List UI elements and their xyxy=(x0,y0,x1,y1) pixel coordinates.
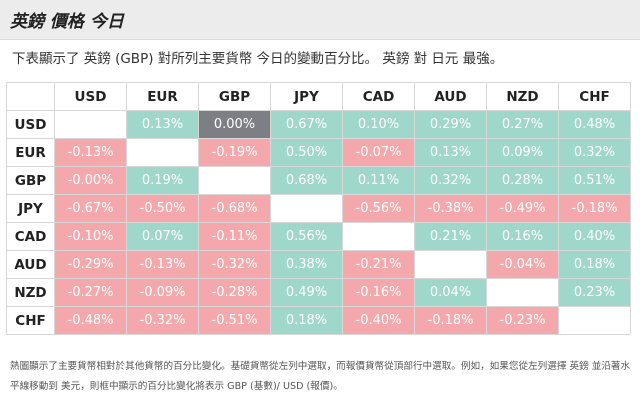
heatmap-cell[interactable]: 0.32% xyxy=(558,138,631,167)
heatmap-cell[interactable]: 0.00% xyxy=(198,110,271,139)
heatmap-cell[interactable]: -0.04% xyxy=(486,250,559,279)
heatmap-cell[interactable]: -0.16% xyxy=(342,278,415,307)
column-header-nzd: NZD xyxy=(486,82,559,111)
table-row: EUR -0.13% -0.19% 0.50% -0.07% 0.13% 0.09% 0.32… xyxy=(6,138,631,167)
column-header-gbp: GBP xyxy=(198,82,271,111)
heatmap-cell[interactable]: -0.29% xyxy=(54,250,127,279)
table-row: NZD -0.27% -0.09% -0.28% 0.49% -0.16% 0.04% 0.2… xyxy=(6,278,631,307)
heatmap-cell[interactable]: -0.50% xyxy=(126,194,199,223)
heatmap-cell[interactable]: -0.13% xyxy=(126,250,199,279)
heatmap-cell[interactable]: 0.28% xyxy=(486,166,559,195)
heatmap-cell[interactable]: -0.07% xyxy=(342,138,415,167)
heatmap-cell[interactable]: 0.40% xyxy=(558,222,631,251)
heatmap-cell xyxy=(270,194,343,223)
row-header-jpy: JPY xyxy=(6,194,55,223)
column-header-jpy: JPY xyxy=(270,82,343,111)
heatmap-cell[interactable]: -0.32% xyxy=(198,250,271,279)
heatmap-cell[interactable]: -0.18% xyxy=(558,194,631,223)
heatmap-cell[interactable]: 0.04% xyxy=(414,278,487,307)
heatmap-cell xyxy=(342,222,415,251)
heatmap-cell[interactable]: -0.10% xyxy=(54,222,127,251)
row-header-usd: USD xyxy=(6,110,55,139)
heatmap-cell[interactable]: 0.29% xyxy=(414,110,487,139)
heatmap-cell[interactable]: -0.67% xyxy=(54,194,127,223)
heatmap-cell xyxy=(54,110,127,139)
heatmap-cell[interactable]: 0.56% xyxy=(270,222,343,251)
heatmap-cell xyxy=(486,278,559,307)
heatmap-cell[interactable]: -0.23% xyxy=(486,306,559,335)
heatmap-cell[interactable]: 0.27% xyxy=(486,110,559,139)
heatmap-cell[interactable]: -0.40% xyxy=(342,306,415,335)
table-row: USD 0.13% 0.00% 0.67% 0.10% 0.29% 0.27% 0.48% xyxy=(6,110,631,139)
heatmap-cell[interactable]: -0.27% xyxy=(54,278,127,307)
table-row: CAD -0.10% 0.07% -0.11% 0.56% 0.21% 0.16% 0.40% xyxy=(6,222,631,251)
table-row: GBP -0.00% 0.19% 0.68% 0.11% 0.32% 0.28% 0.51% xyxy=(6,166,631,195)
heatmap-cell[interactable]: 0.10% xyxy=(342,110,415,139)
heatmap-cell[interactable]: 0.51% xyxy=(558,166,631,195)
heatmap-cell[interactable]: 0.21% xyxy=(414,222,487,251)
heatmap-cell[interactable]: -0.56% xyxy=(342,194,415,223)
heatmap-cell[interactable]: 0.16% xyxy=(486,222,559,251)
row-header-eur: EUR xyxy=(6,138,55,167)
table-row: AUD -0.29% -0.13% -0.32% 0.38% -0.21% -0.04% 0.… xyxy=(6,250,631,279)
heatmap-cell[interactable]: 0.50% xyxy=(270,138,343,167)
column-header-aud: AUD xyxy=(414,82,487,111)
heatmap-cell[interactable]: -0.68% xyxy=(198,194,271,223)
heatmap-cell xyxy=(198,166,271,195)
heatmap-cell[interactable]: -0.32% xyxy=(126,306,199,335)
heatmap-cell[interactable]: 0.18% xyxy=(558,250,631,279)
heatmap-cell[interactable]: -0.18% xyxy=(414,306,487,335)
heatmap-cell[interactable]: -0.19% xyxy=(198,138,271,167)
heatmap-cell[interactable]: 0.23% xyxy=(558,278,631,307)
heatmap-cell[interactable]: -0.21% xyxy=(342,250,415,279)
heatmap-cell[interactable]: -0.49% xyxy=(486,194,559,223)
heatmap-cell[interactable]: -0.13% xyxy=(54,138,127,167)
widget-title: 英鎊 價格 今日 xyxy=(10,12,124,32)
heatmap-cell[interactable]: 0.11% xyxy=(342,166,415,195)
heatmap-cell[interactable]: 0.13% xyxy=(414,138,487,167)
heatmap-cell xyxy=(126,138,199,167)
header-row: USD EUR GBP JPY CAD AUD NZD CHF xyxy=(6,82,631,111)
column-header-chf: CHF xyxy=(558,82,631,111)
heatmap-cell[interactable]: 0.18% xyxy=(270,306,343,335)
heatmap-cell[interactable]: -0.11% xyxy=(198,222,271,251)
heatmap-cell xyxy=(558,306,631,335)
heatmap-cell[interactable]: -0.48% xyxy=(54,306,127,335)
footnote: 熱圖顯示了主要貨幣相對於其他貨幣的百分比變化。基礎貨幣從左列中選取，而報價貨幣從… xyxy=(10,361,631,392)
column-header-eur: EUR xyxy=(126,82,199,111)
heatmap-cell[interactable]: -0.38% xyxy=(414,194,487,223)
widget-subtitle: 下表顯示了 英鎊 (GBP) 對所列主要貨幣 今日的變動百分比。 英鎊 對 日元… xyxy=(12,51,504,67)
heatmap-cell xyxy=(414,250,487,279)
heatmap-cell[interactable]: -0.00% xyxy=(54,166,127,195)
corner-cell xyxy=(6,82,55,111)
heatmap-cell[interactable]: 0.07% xyxy=(126,222,199,251)
heatmap-cell[interactable]: 0.48% xyxy=(558,110,631,139)
heatmap-cell[interactable]: 0.68% xyxy=(270,166,343,195)
heatmap-body: USD 0.13% 0.00% 0.67% 0.10% 0.29% 0.27% 0.48% EU… xyxy=(6,110,631,335)
heatmap-cell[interactable]: -0.09% xyxy=(126,278,199,307)
row-header-chf: CHF xyxy=(6,306,55,335)
table-row: JPY -0.67% -0.50% -0.68% -0.56% -0.38% -0.49% -… xyxy=(6,194,631,223)
heatmap-cell[interactable]: -0.28% xyxy=(198,278,271,307)
heatmap-cell[interactable]: 0.32% xyxy=(414,166,487,195)
column-header-usd: USD xyxy=(54,82,127,111)
row-header-nzd: NZD xyxy=(6,278,55,307)
heatmap-cell[interactable]: 0.38% xyxy=(270,250,343,279)
row-header-gbp: GBP xyxy=(6,166,55,195)
heatmap-cell[interactable]: 0.13% xyxy=(126,110,199,139)
heatmap-cell[interactable]: 0.67% xyxy=(270,110,343,139)
row-header-cad: CAD xyxy=(6,222,55,251)
heatmap-cell[interactable]: 0.49% xyxy=(270,278,343,307)
row-header-aud: AUD xyxy=(6,250,55,279)
heatmap-cell[interactable]: 0.19% xyxy=(126,166,199,195)
column-header-cad: CAD xyxy=(342,82,415,111)
heatmap-cell[interactable]: 0.09% xyxy=(486,138,559,167)
currency-heatmap: USD EUR GBP JPY CAD AUD NZD CHF USD 0.13% 0.00% 0.… xyxy=(6,82,631,335)
title-bar: 英鎊 價格 今日 xyxy=(0,0,640,40)
heatmap-cell[interactable]: -0.51% xyxy=(198,306,271,335)
table-row: CHF -0.48% -0.32% -0.51% 0.18% -0.40% -0.18% -0… xyxy=(6,306,631,335)
